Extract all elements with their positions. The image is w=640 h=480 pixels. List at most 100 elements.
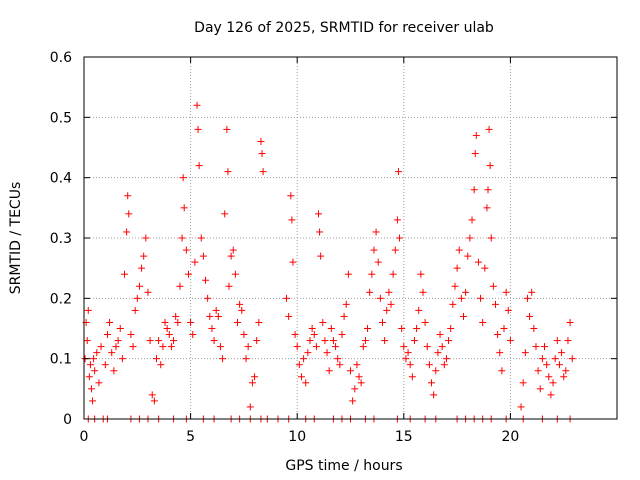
data-point <box>378 318 386 326</box>
data-point <box>170 337 178 345</box>
data-point <box>180 204 188 212</box>
x-tick-label: 15 <box>395 429 413 445</box>
data-point <box>182 246 190 254</box>
data-point <box>93 349 101 357</box>
data-point <box>91 367 99 375</box>
data-point <box>413 325 421 332</box>
data-point <box>526 312 534 320</box>
data-point <box>484 186 492 194</box>
y-tick-label: 0.2 <box>50 291 72 307</box>
x-axis-label: GPS time / hours <box>285 458 402 474</box>
data-point <box>315 210 323 218</box>
data-point <box>471 150 479 158</box>
data-point <box>189 331 197 339</box>
data-point <box>415 306 423 314</box>
data-point <box>481 264 489 272</box>
data-point <box>402 355 410 363</box>
data-point <box>472 131 480 139</box>
y-tick-label: 0.6 <box>50 50 72 66</box>
data-point <box>229 246 237 254</box>
data-point <box>206 312 214 320</box>
data-point <box>258 150 266 158</box>
data-point <box>138 264 146 272</box>
data-point <box>95 379 103 387</box>
data-point <box>381 337 389 345</box>
data-point <box>216 343 224 351</box>
data-point <box>202 276 210 284</box>
x-tick-label: 10 <box>288 429 306 445</box>
axis-ticks <box>83 56 617 420</box>
data-point <box>244 343 252 351</box>
data-point <box>167 343 175 351</box>
y-axis-label: SRMTID / TECUs <box>8 182 24 295</box>
data-point <box>110 367 118 375</box>
data-point <box>568 355 576 363</box>
data-point <box>353 361 361 369</box>
data-point <box>142 234 150 242</box>
data-point <box>221 210 229 218</box>
data-point <box>172 312 180 320</box>
data-point <box>287 192 295 200</box>
data-point <box>127 331 135 339</box>
y-tick-label: 0 <box>63 412 72 428</box>
chart-title: Day 126 of 2025, SRMTID for receiver ula… <box>194 20 494 36</box>
data-point <box>479 318 487 326</box>
data-point <box>212 306 220 314</box>
data-point <box>163 325 171 332</box>
data-point <box>366 288 374 296</box>
data-point <box>502 288 510 296</box>
y-tick-label: 0.3 <box>50 231 72 247</box>
data-point <box>144 288 152 296</box>
data-point <box>432 367 440 375</box>
data-point <box>193 101 201 109</box>
data-point <box>368 270 376 278</box>
data-point <box>223 125 231 133</box>
data-point <box>404 349 412 357</box>
data-point <box>558 349 566 357</box>
data-point <box>547 391 555 399</box>
data-point <box>374 258 382 266</box>
data-point <box>517 403 525 411</box>
data-point <box>549 379 557 387</box>
data-point <box>208 325 216 332</box>
data-point <box>430 391 438 399</box>
data-point <box>327 325 335 332</box>
data-point <box>179 174 187 182</box>
data-point <box>106 318 114 326</box>
data-point <box>534 367 542 375</box>
data-point <box>538 355 546 363</box>
data-point <box>103 331 111 339</box>
data-point <box>376 294 384 302</box>
data-point <box>85 373 93 381</box>
data-point <box>308 325 316 332</box>
data-point <box>519 379 527 387</box>
data-point <box>543 361 551 369</box>
data-point <box>289 258 297 266</box>
data-point <box>494 331 502 339</box>
data-point <box>316 228 324 236</box>
data-point <box>225 282 233 290</box>
data-point <box>251 373 259 381</box>
y-tick-label: 0.1 <box>50 352 72 368</box>
data-point <box>398 325 406 332</box>
data-point <box>300 355 308 363</box>
data-point <box>425 361 433 369</box>
data-point <box>504 306 512 314</box>
data-point <box>295 361 303 369</box>
data-point <box>464 252 472 260</box>
data-point <box>555 361 563 369</box>
data-point <box>394 168 402 176</box>
data-point <box>312 343 320 351</box>
data-point <box>562 367 570 375</box>
data-point <box>255 318 263 326</box>
data-point <box>135 282 143 290</box>
data-point <box>334 355 342 363</box>
data-point <box>338 331 346 339</box>
data-point <box>297 373 305 381</box>
data-point <box>387 300 395 308</box>
data-point <box>347 367 354 375</box>
y-tick-label: 0.4 <box>50 171 72 187</box>
data-point <box>491 300 499 308</box>
data-point <box>486 162 494 170</box>
